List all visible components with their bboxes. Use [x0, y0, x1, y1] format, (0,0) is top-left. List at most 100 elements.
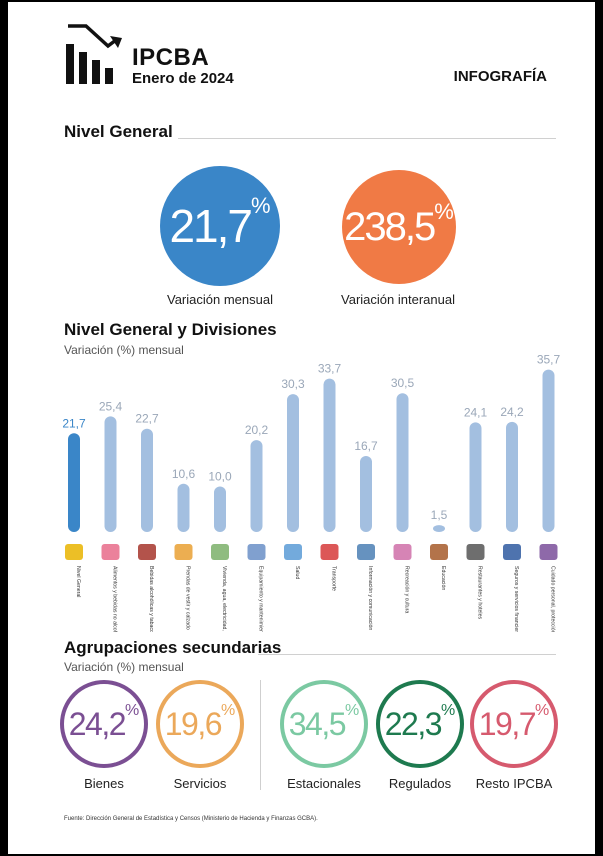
ring-unit: % [345, 701, 360, 719]
appliance-icon [247, 544, 266, 560]
bar-11 [469, 422, 482, 532]
ipc-logo-icon [65, 544, 83, 560]
bar-value-label: 25,4 [99, 399, 123, 413]
bar-0 [68, 433, 80, 532]
house-icon [211, 544, 229, 560]
ring-value: 19,6% [164, 702, 236, 743]
bar-4 [214, 486, 226, 532]
mensual-caption: Variación mensual [167, 292, 273, 307]
bar-value-label: 16,7 [354, 439, 378, 453]
bar-value-label: 10,0 [208, 470, 232, 484]
ring-resto-ipcba: 19,7% [470, 680, 558, 768]
bar-value-label: 1,5 [431, 508, 448, 522]
category-label: Bebidas alcohólicas y tabaco [148, 566, 154, 632]
bar-12 [506, 421, 518, 532]
ring-number: 24,2 [68, 705, 127, 742]
report-date: Enero de 2024 [132, 70, 234, 87]
interanual-circle: 238,5% [342, 170, 456, 284]
car-icon [320, 544, 339, 560]
bank-icon [503, 544, 521, 560]
bar-6 [287, 394, 299, 532]
infografia-label: INFOGRAFÍA [453, 68, 547, 85]
school-icon [430, 544, 448, 560]
category-label: Recreación y cultura [404, 566, 410, 613]
bar-7 [323, 378, 336, 532]
clothes-icon [174, 544, 193, 560]
category-label: Vivienda, agua, electricidad, gas y otro… [221, 566, 227, 632]
category-label: Cuidado personal, protección social y ot… [550, 566, 556, 632]
ring-caption: Regulados [388, 776, 452, 791]
ring-caption: Estacionales [287, 776, 361, 791]
ring-caption: Servicios [173, 776, 227, 791]
bar-value-label: 24,2 [500, 405, 524, 419]
bar-value-label: 30,5 [391, 376, 415, 390]
bar-2 [141, 428, 153, 532]
ring-unit: % [125, 701, 140, 719]
ring-caption: Resto IPCBA [475, 776, 553, 791]
ring-servicios: 19,6% [156, 680, 244, 768]
bar-value-label: 30,3 [281, 377, 305, 391]
source-footnote: Fuente: Dirección General de Estadística… [64, 816, 318, 822]
art-icon [393, 544, 412, 560]
ring-number: 22,3 [384, 705, 443, 742]
restaurant-icon [466, 544, 485, 560]
divider [178, 138, 556, 139]
brand-title: IPCBA [132, 44, 210, 71]
bar-chart-down-arrow-icon [66, 24, 122, 84]
group-separator [260, 680, 261, 790]
divisiones-subtitle: Variación (%) mensual [64, 343, 184, 357]
interanual-unit: % [434, 198, 454, 224]
ring-value: 22,3% [384, 702, 456, 743]
ring-value: 24,2% [68, 702, 140, 743]
ring-unit: % [535, 701, 550, 719]
category-label: Nivel General [75, 566, 81, 597]
bar-value-label: 20,2 [245, 423, 269, 437]
interanual-value: 238,5 [344, 204, 436, 249]
category-label: Seguros y servicios financieros [513, 566, 519, 632]
ring-unit: % [441, 701, 456, 719]
ring-number: 34,5 [288, 705, 347, 742]
ring-unit: % [221, 701, 236, 719]
ring-bienes: 24,2% [60, 680, 148, 768]
bar-1 [104, 416, 117, 532]
computer-icon [357, 544, 375, 560]
category-label: Transporte [331, 566, 337, 591]
bar-value-label: 35,7 [537, 353, 561, 367]
category-label: Prendas de vestir y calzado [185, 566, 191, 630]
agrupaciones-title: Agrupaciones secundarias [64, 638, 282, 657]
ring-value: 19,7% [478, 702, 550, 743]
bar-3 [177, 483, 190, 532]
category-label: Información y comunicación [367, 566, 373, 630]
divider [258, 654, 556, 655]
bar-value-label: 24,1 [464, 405, 488, 419]
bar-8 [360, 456, 372, 532]
bar-10 [433, 525, 445, 532]
bar-5 [250, 440, 263, 532]
bar-value-label: 33,7 [318, 362, 342, 376]
interanual-value-wrap: 238,5% [344, 199, 454, 250]
bar-value-label: 22,7 [135, 412, 159, 426]
bar-9 [396, 393, 409, 532]
ring-number: 19,6 [164, 705, 223, 742]
mensual-circle: 21,7% [160, 166, 280, 286]
infographic-page: IPCBA Enero de 2024 INFOGRAFÍA Nivel Gen… [8, 2, 595, 854]
nivel-general-title: Nivel General [64, 122, 173, 141]
doctor-icon [284, 544, 302, 560]
divisiones-bar-chart: 21,7 Nivel General 25,4 Alimentos y bebidas… [62, 353, 561, 632]
bar-value-label: 21,7 [62, 416, 86, 430]
interanual-caption: Variación interanual [341, 292, 455, 307]
ring-value: 34,5% [288, 702, 360, 743]
category-label: Restaurantes y hoteles [477, 566, 483, 619]
category-label: Educación [440, 566, 446, 590]
agrupaciones-subtitle: Variación (%) mensual [64, 660, 184, 674]
mensual-value: 21,7 [169, 200, 253, 252]
bar-value-label: 10,6 [172, 467, 196, 481]
personal-care-icon [539, 544, 558, 560]
mensual-value-wrap: 21,7% [169, 193, 270, 253]
ring-number: 19,7 [478, 705, 537, 742]
ring-estacionales: 34,5% [280, 680, 368, 768]
food-basket-icon [101, 544, 120, 560]
category-label: Salud [294, 566, 300, 579]
bar-13 [542, 369, 555, 532]
ring-caption: Bienes [84, 776, 124, 791]
